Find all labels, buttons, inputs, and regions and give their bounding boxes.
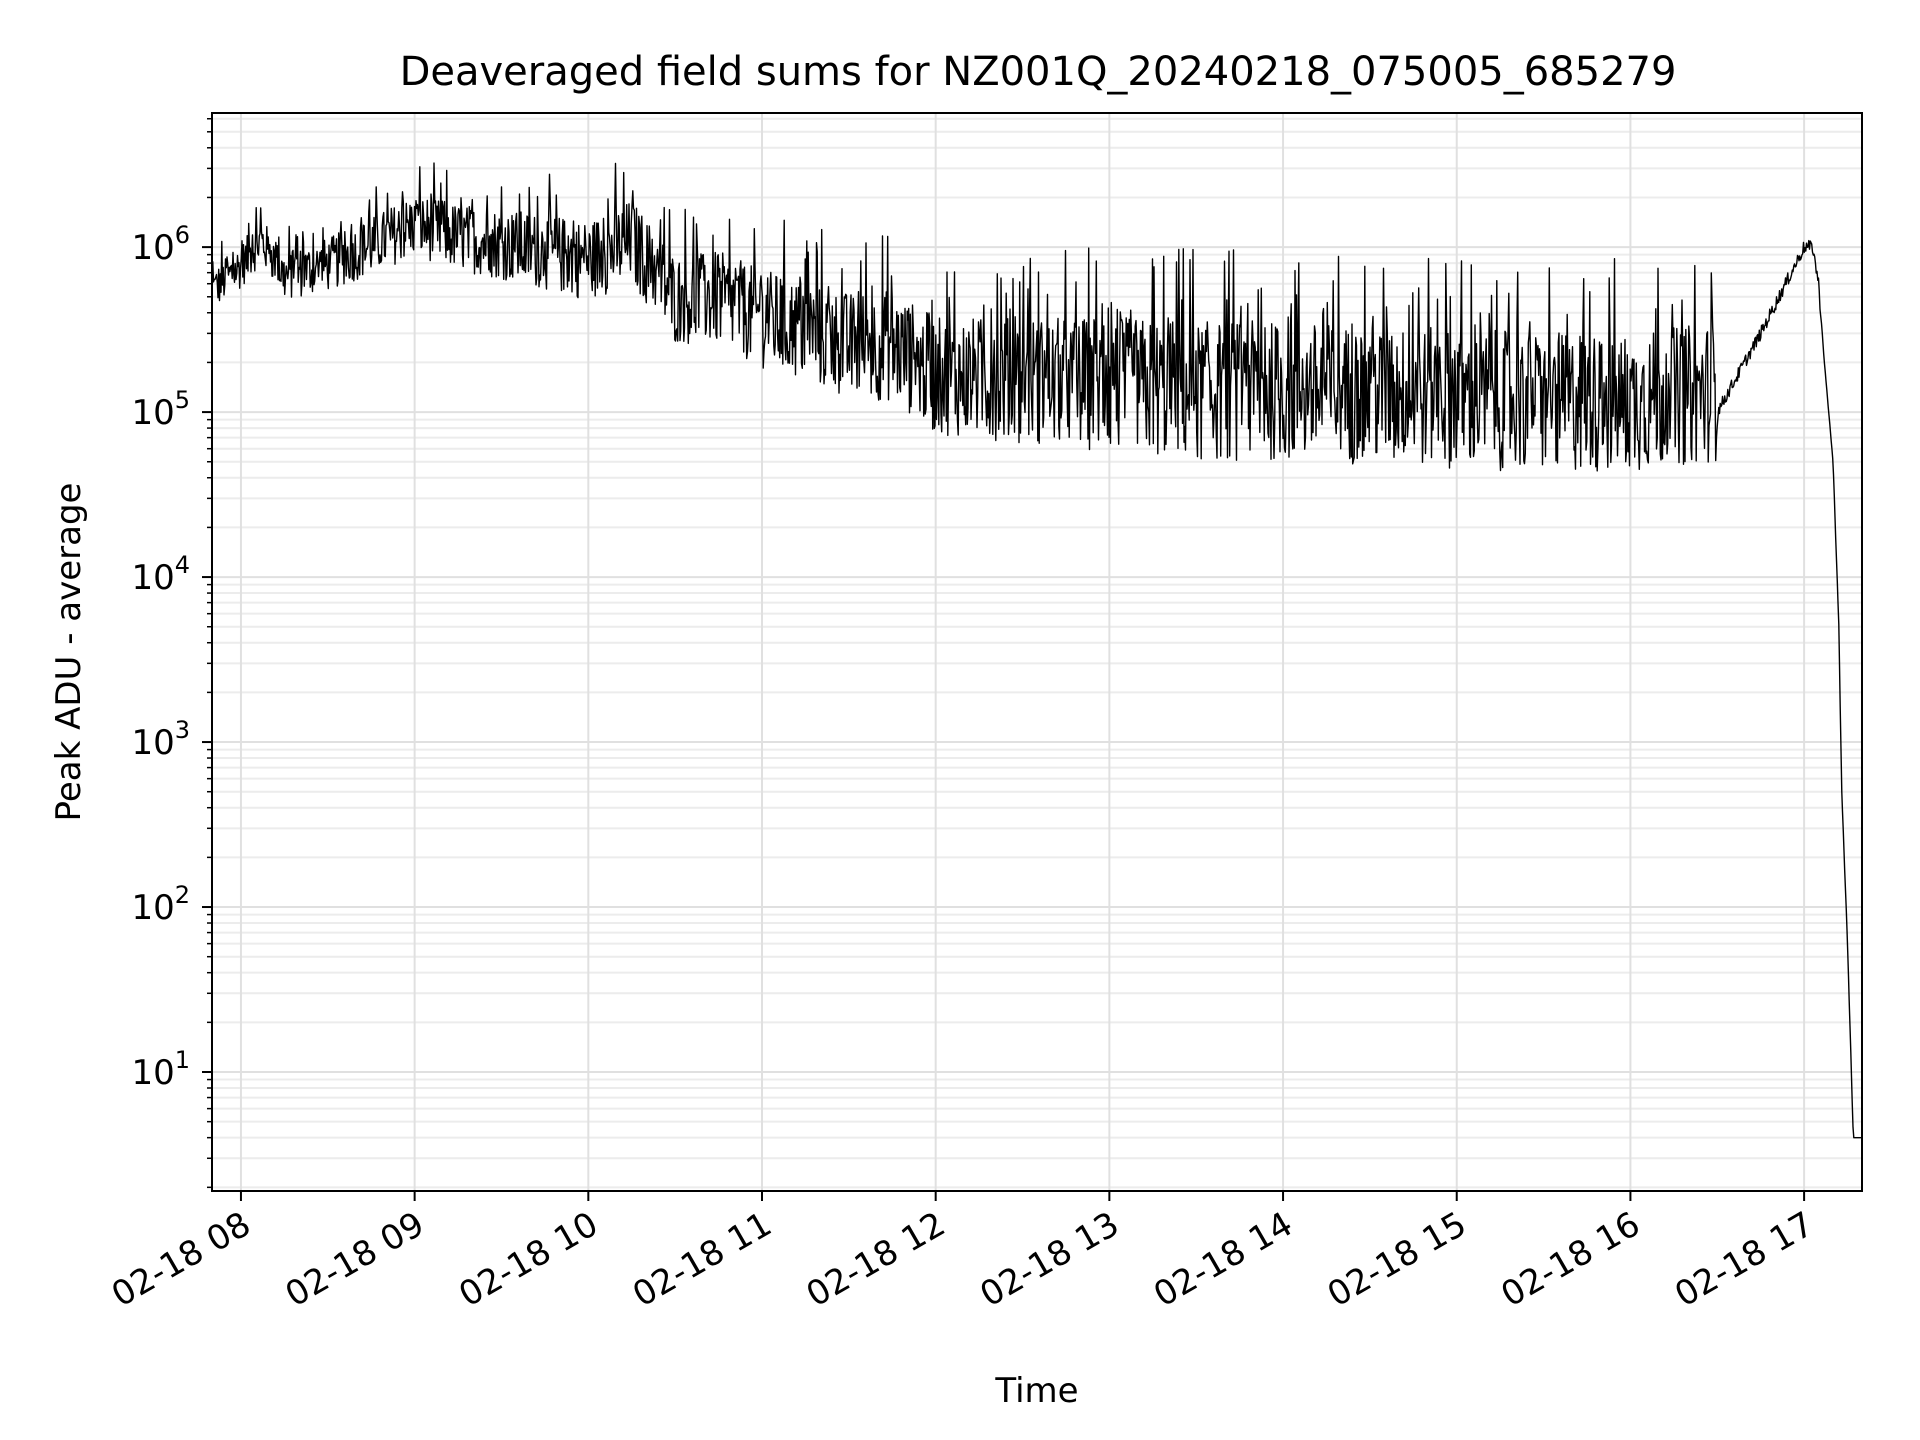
y-axis-label: Peak ADU - average [49,483,89,822]
y-tick-label: 106 [131,221,190,268]
y-tick-label: 103 [131,716,190,763]
plot-frame [211,112,1863,1192]
y-tick-label: 104 [131,551,190,598]
chart-title: Deaveraged field sums for NZ001Q_2024021… [400,49,1677,95]
series-line [211,162,1862,1139]
minor-gridlines [212,117,1862,1189]
y-tick-label: 105 [131,386,190,433]
x-axis-label: Time [994,1371,1078,1411]
y-tick-label: 101 [131,1046,190,1093]
series-layer [211,162,1862,1139]
y-tick-label: 102 [131,881,190,928]
y-ticks: 101 102 103 104 105 106 [131,117,212,1189]
major-gridlines-x [239,113,1806,1191]
